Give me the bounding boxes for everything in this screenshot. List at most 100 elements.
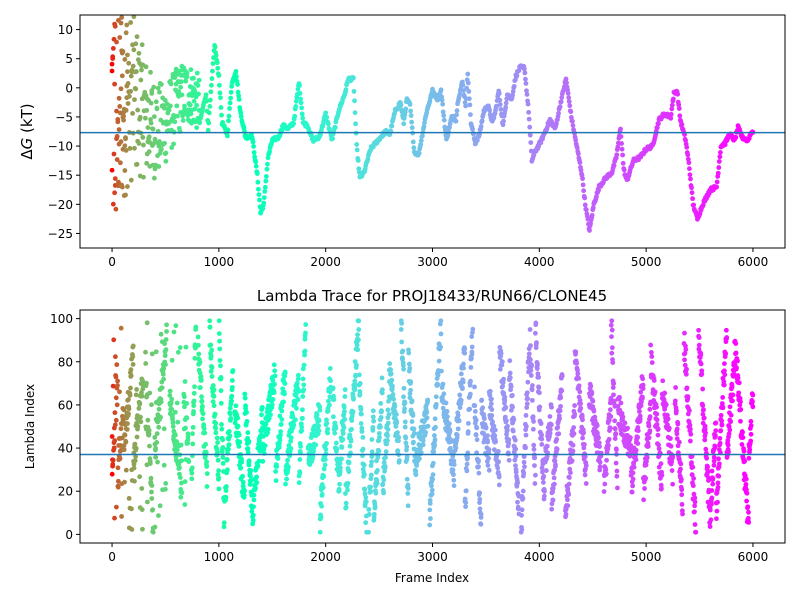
lambda-point (485, 439, 491, 445)
lambda-point (451, 483, 457, 489)
lambda-point (337, 481, 342, 487)
lambda-point (292, 417, 298, 423)
lambda-point (669, 468, 675, 473)
delta-g-point (292, 113, 298, 119)
lambda-point (682, 330, 687, 336)
lambda-point (663, 402, 669, 408)
lambda-point (533, 472, 538, 478)
lambda-point (330, 385, 336, 391)
lambda-point (248, 473, 253, 479)
lambda-point (235, 423, 241, 429)
lambda-point (109, 471, 115, 477)
lambda-point (463, 504, 468, 510)
lambda-point (270, 378, 276, 383)
delta-g-point (409, 119, 415, 125)
delta-g-point (466, 89, 472, 94)
lambda-point (409, 398, 415, 404)
lambda-point (259, 405, 265, 410)
delta-g-point (438, 87, 444, 93)
lambda-point (198, 377, 204, 383)
lambda-point (122, 479, 127, 485)
delta-g-point (110, 201, 116, 207)
lambda-point (481, 416, 487, 422)
delta-g-point (131, 15, 137, 20)
delta-g-point (210, 61, 216, 66)
lambda-point (485, 433, 490, 439)
delta-g-y-tick-label: −10 (48, 140, 73, 154)
lambda-point (276, 444, 282, 450)
delta-g-point (238, 114, 244, 120)
lambda-point (357, 381, 363, 386)
lambda-point (430, 476, 436, 482)
delta-g-point (563, 76, 569, 82)
delta-g-point (293, 98, 299, 104)
delta-g-point (112, 176, 118, 182)
lambda-point (713, 433, 718, 438)
lambda-point (582, 454, 588, 460)
delta-g-point (514, 73, 520, 78)
lambda-point (193, 324, 199, 330)
lambda-point (138, 419, 144, 425)
lambda-point (575, 371, 581, 377)
lambda-point (549, 404, 554, 410)
lambda-point (196, 351, 202, 357)
lambda-point (399, 339, 405, 345)
delta-g-point (264, 166, 270, 172)
lambda-point (544, 454, 550, 460)
lambda-point (220, 454, 226, 460)
delta-g-point (207, 97, 213, 103)
delta-g-point (154, 106, 160, 112)
delta-g-point (126, 93, 132, 99)
lambda-point (385, 438, 390, 443)
lambda-point (468, 364, 474, 370)
lambda-point (167, 393, 173, 398)
delta-g-y-tick-label: −20 (48, 198, 73, 212)
lambda-point (383, 454, 388, 460)
delta-g-point (265, 161, 270, 167)
lambda-point (574, 360, 580, 366)
lambda-point (147, 443, 152, 449)
delta-g-point (522, 70, 528, 76)
delta-g-point (580, 176, 585, 182)
lambda-point (458, 371, 464, 377)
lambda-point (293, 393, 299, 399)
lambda-point (411, 439, 416, 445)
lambda-point (523, 445, 528, 451)
lambda-point (186, 459, 192, 465)
delta-g-point (174, 103, 180, 109)
lambda-point (236, 443, 242, 449)
delta-g-point (120, 49, 126, 54)
delta-g-point (140, 135, 146, 140)
lambda-point (519, 512, 524, 518)
lambda-point (649, 354, 655, 359)
delta-g-point (559, 95, 565, 100)
delta-g-point (187, 102, 193, 108)
lambda-point (361, 472, 367, 478)
lambda-point (708, 517, 714, 523)
delta-g-point (323, 110, 329, 116)
lambda-point (511, 417, 517, 422)
lambda-point (279, 417, 285, 422)
lambda-point (463, 500, 469, 505)
lambda-point (440, 381, 446, 387)
lambda-point (242, 488, 247, 494)
delta-g-point (398, 102, 404, 108)
lambda-point (510, 428, 516, 434)
lambda-point (592, 414, 598, 420)
lambda-point (401, 394, 406, 400)
delta-g-point (408, 113, 414, 118)
lambda-point (401, 366, 407, 372)
lambda-point (301, 387, 307, 393)
lambda-point (711, 462, 717, 468)
lambda-point (322, 462, 328, 468)
lambda-point (457, 392, 463, 398)
delta-g-point (118, 139, 124, 145)
delta-g-point (689, 190, 695, 196)
lambda-point (207, 324, 213, 330)
lambda-point (597, 459, 603, 465)
lambda-point (349, 418, 355, 423)
lambda-point (139, 486, 145, 491)
lambda-point (638, 403, 644, 409)
delta-g-point (116, 95, 122, 101)
lambda-point (396, 438, 401, 444)
